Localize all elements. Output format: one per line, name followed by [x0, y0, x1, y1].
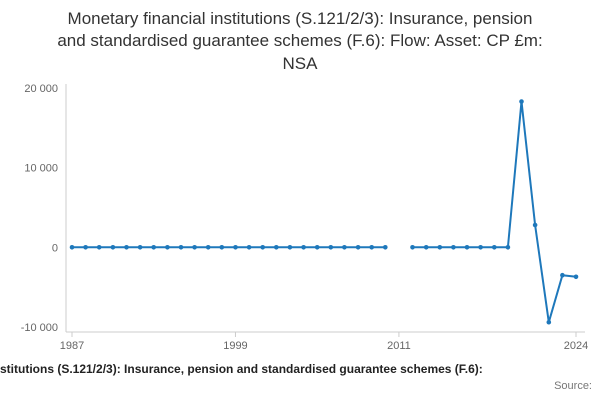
data-point-marker — [410, 245, 415, 250]
data-point-marker — [69, 245, 75, 250]
data-point-marker — [464, 245, 470, 250]
source-label: Source: — [554, 380, 592, 392]
data-point-marker — [369, 245, 375, 250]
data-point-marker — [192, 245, 197, 250]
data-point-marker — [274, 245, 279, 250]
data-point-marker — [124, 245, 129, 250]
data-point-marker — [83, 245, 88, 250]
data-point-marker — [287, 245, 293, 250]
data-point-marker — [233, 245, 238, 250]
data-point-marker — [573, 274, 579, 280]
data-point-marker — [355, 245, 361, 250]
data-point-marker — [301, 245, 306, 250]
data-point-marker — [96, 245, 102, 250]
x-tick-label: 1999 — [223, 340, 247, 352]
data-point-marker — [342, 245, 347, 250]
data-point-marker — [151, 245, 156, 250]
data-point-marker — [110, 245, 116, 250]
data-point-marker — [260, 245, 266, 250]
data-point-marker — [137, 245, 143, 250]
y-tick-label: 0 — [52, 242, 58, 254]
data-point-marker — [383, 245, 388, 250]
data-point-marker — [178, 245, 184, 250]
data-point-marker — [328, 245, 334, 250]
data-point-marker — [437, 245, 443, 250]
chart-title: Monetary financial institutions (S.121/2… — [57, 9, 543, 73]
data-point-marker — [546, 319, 552, 325]
data-point-marker — [478, 245, 483, 250]
data-point-marker — [451, 245, 456, 250]
data-point-marker — [165, 245, 170, 250]
x-tick-label: 2024 — [564, 340, 588, 352]
data-point-marker — [560, 272, 565, 278]
data-point-marker — [532, 222, 538, 228]
data-point-marker — [492, 245, 497, 250]
y-tick-label: -10 000 — [21, 322, 58, 334]
x-tick-label: 2011 — [387, 340, 411, 352]
data-point-marker — [314, 245, 320, 250]
data-point-marker — [423, 245, 429, 250]
x-tick-label: 1987 — [60, 340, 84, 352]
data-point-marker — [219, 245, 225, 250]
series-line — [412, 101, 577, 323]
caption: stitutions (S.121/2/3): Insurance, pensi… — [0, 362, 483, 376]
y-tick-label: 20 000 — [24, 83, 58, 95]
data-point-marker — [505, 245, 511, 250]
data-point-marker — [205, 245, 211, 250]
data-point-marker — [519, 99, 524, 104]
data-point-marker — [246, 245, 252, 250]
y-tick-label: 10 000 — [24, 163, 58, 175]
